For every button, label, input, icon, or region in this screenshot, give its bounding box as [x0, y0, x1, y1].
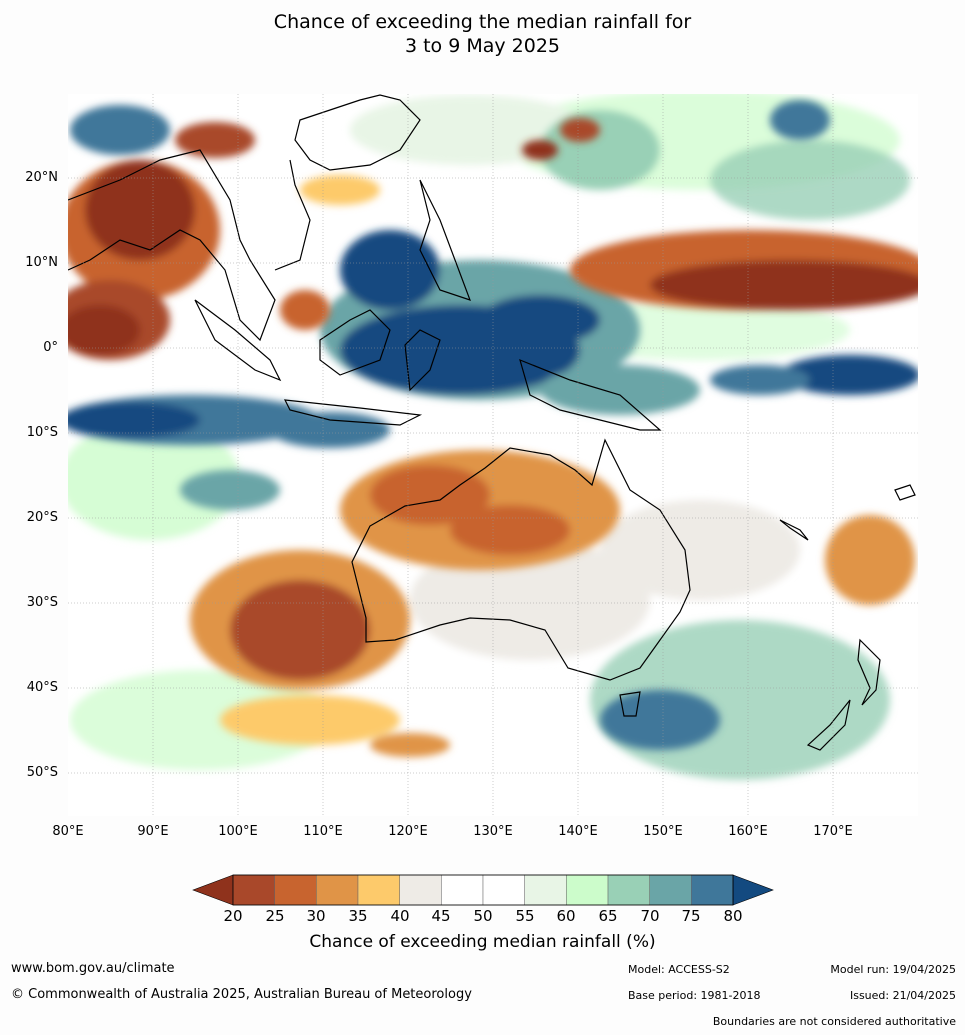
lon-label-90e: 90°E [137, 824, 169, 839]
colorbar-tick-65: 65 [598, 907, 618, 925]
lon-label-140e: 140°E [558, 824, 598, 839]
lon-label-110e: 110°E [303, 824, 343, 839]
colorbar-segment [649, 874, 692, 906]
colorbar-segment [482, 874, 525, 906]
lat-label-10n: 10°N [25, 255, 58, 270]
colorbar-segment [316, 874, 359, 906]
colorbar-tick-75: 75 [681, 907, 701, 925]
lat-label-20n: 20°N [25, 170, 58, 185]
colorbar-segment [524, 874, 567, 906]
colorbar-tick-35: 35 [348, 907, 368, 925]
lat-label-30s: 30°S [26, 595, 58, 610]
lat-label-40s: 40°S [26, 680, 58, 695]
colorbar-extend-low [192, 874, 234, 906]
lat-label-50s: 50°S [26, 765, 58, 780]
colorbar-tick-50: 50 [473, 907, 493, 925]
colorbar-extend-high [732, 874, 774, 906]
map-title-line2: 3 to 9 May 2025 [404, 35, 561, 57]
colorbar-tick-80: 80 [723, 907, 743, 925]
colorbar-segment [232, 874, 275, 906]
lat-label-0: 0° [43, 340, 58, 355]
lon-label-130e: 130°E [473, 824, 513, 839]
colorbar-segment [357, 874, 400, 906]
colorbar-tick-40: 40 [390, 907, 410, 925]
map-title-line1: Chance of exceeding the median rainfall … [273, 11, 692, 33]
colorbar-segment [441, 874, 484, 906]
website-link[interactable]: www.bom.gov.au/climate [11, 961, 175, 976]
model-text: Model: ACCESS-S2 [628, 963, 730, 976]
base-period-text: Base period: 1981-2018 [628, 989, 761, 1002]
lat-label-10s: 10°S [26, 425, 58, 440]
copyright-text: © Commonwealth of Australia 2025, Austra… [11, 987, 472, 1002]
colorbar-tick-55: 55 [515, 907, 535, 925]
colorbar-segment [607, 874, 650, 906]
colorbar-tick-25: 25 [265, 907, 285, 925]
colorbar [192, 874, 774, 906]
colorbar-title: Chance of exceeding median rainfall (%) [309, 932, 656, 952]
lat-label-20s: 20°S [26, 510, 58, 525]
map-plot-area [68, 94, 918, 816]
colorbar-segment [399, 874, 442, 906]
colorbar-tick-60: 60 [556, 907, 576, 925]
model-run-text: Model run: 19/04/2025 [830, 963, 956, 976]
disclaimer-text: Boundaries are not considered authoritat… [712, 1015, 956, 1028]
colorbar-tick-20: 20 [223, 907, 243, 925]
colorbar-tick-45: 45 [431, 907, 451, 925]
colorbar-segment [691, 874, 734, 906]
issued-text: Issued: 21/04/2025 [849, 989, 956, 1002]
lon-label-150e: 150°E [643, 824, 683, 839]
lon-label-170e: 170°E [813, 824, 853, 839]
lon-label-80e: 80°E [52, 824, 84, 839]
lon-label-120e: 120°E [388, 824, 428, 839]
lon-label-160e: 160°E [728, 824, 768, 839]
colorbar-border [232, 874, 734, 906]
lon-label-100e: 100°E [218, 824, 258, 839]
colorbar-segment [274, 874, 317, 906]
colorbar-tick-70: 70 [640, 907, 660, 925]
colorbar-tick-30: 30 [306, 907, 326, 925]
colorbar-segment [566, 874, 609, 906]
